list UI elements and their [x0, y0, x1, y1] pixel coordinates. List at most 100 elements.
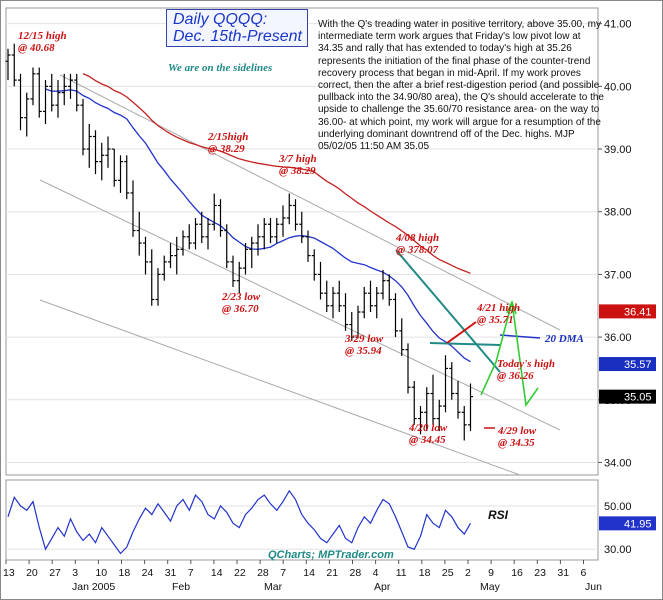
commentary-text: With the Q's treading water in positive … [318, 19, 604, 153]
price-bar [299, 211, 305, 244]
month-label: May [480, 581, 501, 593]
price-bar [268, 217, 273, 244]
day-tick-label: 16 [511, 567, 523, 579]
annotation-todays-high: Today's high @ 36.26 [497, 358, 555, 382]
price-bar [49, 73, 55, 112]
annotation-apr21-label: 4/21 high [477, 302, 521, 314]
price-bar [130, 180, 136, 237]
rsi-label: RSI [488, 508, 509, 522]
price-bar [99, 142, 105, 181]
price-bar [186, 224, 192, 250]
day-tick-label: 20 [26, 567, 38, 579]
price-bar [380, 270, 386, 300]
price-axis: 34.0035.0036.0037.0038.0039.0040.0041.00… [598, 19, 656, 469]
day-tick-label: 31 [165, 567, 177, 579]
teal-trendline-2 [429, 342, 501, 346]
chart-title-line-1: Daily QQQQ: [173, 11, 268, 28]
month-label: Jan 2005 [72, 581, 115, 593]
month-label: Mar [264, 581, 283, 593]
price-tag-label: 35.05 [624, 392, 652, 404]
price-bar [218, 199, 223, 237]
annotation-apr8-value: @ 378.07 [396, 244, 439, 256]
annotation-mar7-high: 3/7 high @ 38.29 [279, 153, 317, 177]
price-bar [193, 217, 198, 250]
day-tick-label: 7 [280, 567, 286, 579]
gridlines [5, 7, 599, 561]
annotation-feb15-value: @ 38.29 [208, 143, 245, 155]
annotation-20-dma: 20 DMA [545, 333, 584, 345]
price-bar [443, 355, 448, 413]
price-bar [461, 406, 467, 441]
annotation-feb15-label: 2/15high [208, 131, 249, 143]
annotation-apr29-label: 4/29 low [498, 425, 537, 437]
price-bar [5, 48, 11, 81]
price-bar [118, 155, 123, 193]
price-bar [293, 199, 298, 231]
day-tick-label: 9 [488, 567, 494, 579]
day-tick-label: 21 [326, 567, 338, 579]
green-projection-arrowhead [506, 299, 517, 315]
annotation-apr21-value: @ 35.71 [477, 314, 514, 326]
price-bar [393, 293, 398, 338]
annotation-apr8-label: 4/08 high [396, 232, 440, 244]
price-bar [43, 80, 48, 124]
price-bar [111, 148, 117, 187]
annotation-mar29-value: @ 35.94 [345, 345, 382, 357]
price-tick-label: 34.00 [604, 457, 632, 469]
price-bar [286, 193, 292, 225]
month-label: Feb [172, 581, 190, 593]
price-bar [355, 305, 361, 339]
price-bar [430, 374, 436, 425]
price-bar [211, 193, 217, 231]
annotation-feb23-label: 2/23 low [222, 291, 261, 303]
day-tick-label: 13 [3, 567, 15, 579]
price-bar [236, 261, 242, 294]
day-tick-label: 3 [72, 567, 78, 579]
price-bar [424, 387, 430, 432]
blue-dma-pointer [499, 334, 541, 339]
day-tick-label: 7 [188, 567, 194, 579]
price-bar [361, 286, 367, 319]
price-tick-label: 38.00 [604, 207, 632, 219]
price-bar [61, 73, 67, 106]
price-bar [74, 73, 80, 112]
price-bar [418, 406, 423, 435]
annotation-todays-value: @ 36.26 [497, 370, 534, 382]
price-bar [149, 249, 155, 306]
day-tick-label: 11 [396, 567, 407, 579]
chart-title-line-2: Dec. 15th-Present [173, 28, 302, 45]
price-bar [468, 383, 473, 432]
day-tick-label: 27 [49, 567, 61, 579]
annotation-dec15-high: 12/15 high @ 40.68 [18, 30, 67, 54]
day-tick-label: 25 [442, 567, 454, 579]
price-bar [136, 211, 142, 256]
price-bar [18, 73, 23, 131]
annotation-apr21-high: 4/21 high @ 35.71 [477, 302, 520, 326]
day-tick-label: 14 [211, 567, 223, 579]
price-bar [280, 205, 286, 237]
price-bar [105, 136, 111, 168]
rsi-tick-label: 50.00 [604, 501, 632, 513]
price-bar [205, 217, 211, 250]
annotation-apr20-label: 4/20 low [409, 422, 448, 434]
price-bar [411, 380, 417, 425]
price-tag-label: 35.57 [624, 359, 652, 371]
day-tick-label: 14 [303, 567, 315, 579]
price-bar [305, 230, 311, 262]
channel-line [39, 179, 561, 431]
price-bars [5, 43, 473, 441]
annotation-feb23-value: @ 36.70 [222, 303, 259, 315]
price-tag-label: 36.41 [624, 306, 652, 318]
price-bar [449, 362, 455, 400]
price-bar [168, 243, 173, 269]
price-bar [180, 230, 186, 256]
price-bar [386, 274, 392, 306]
price-bar [249, 236, 255, 269]
annotation-apr8-high: 4/08 high @ 378.07 [396, 232, 439, 256]
month-label: Apr [374, 581, 391, 593]
price-bar [261, 217, 267, 250]
price-bar [86, 123, 92, 168]
day-tick-label: 2 [465, 567, 471, 579]
